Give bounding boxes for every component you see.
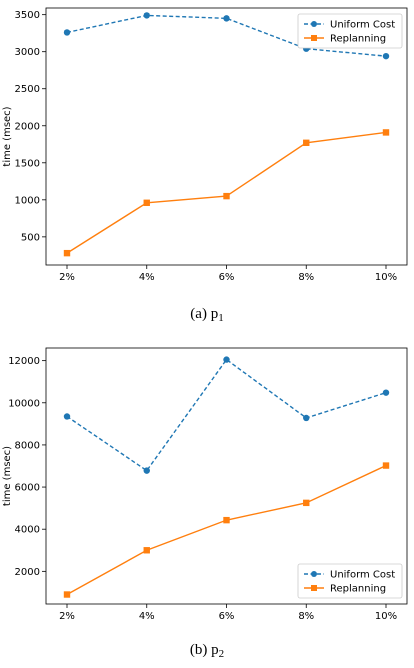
y-tick-label: 2500	[15, 84, 40, 95]
data-point-0	[382, 52, 390, 60]
data-point-1	[63, 591, 71, 598]
legend-label: Replanning	[330, 584, 386, 595]
x-tick-label: 8%	[298, 272, 314, 283]
y-tick-label: 2000	[15, 567, 40, 578]
y-tick-label: 1500	[15, 158, 40, 169]
data-point-1	[382, 462, 390, 469]
legend-box	[297, 563, 403, 599]
data-point-0	[63, 413, 71, 420]
x-tick-label: 2%	[59, 272, 75, 283]
data-point-0	[223, 356, 230, 363]
data-point-0	[382, 389, 390, 396]
y-tick-label: 2000	[15, 121, 40, 132]
data-point-0	[223, 15, 230, 22]
x-tick-label: 6%	[219, 272, 235, 283]
data-point-1	[382, 129, 390, 136]
legend-label: Uniform Cost	[330, 20, 395, 31]
y-tick-label: 6000	[15, 483, 40, 494]
legend-marker	[311, 585, 317, 591]
y-tick-label: 3500	[15, 10, 40, 21]
data-point-1	[223, 192, 230, 200]
y-tick-label: 1000	[15, 195, 40, 206]
y-axis-label: time (msec)	[2, 106, 13, 166]
data-point-1	[143, 547, 150, 554]
data-point-0	[143, 467, 150, 474]
y-tick-label: 12000	[8, 356, 40, 367]
legend-box	[297, 13, 403, 49]
data-point-1	[223, 516, 230, 524]
data-point-1	[303, 499, 310, 507]
legend-marker	[311, 21, 317, 27]
data-point-0	[303, 414, 310, 422]
x-tick-label: 2%	[59, 611, 75, 622]
y-tick-label: 10000	[8, 398, 40, 409]
data-point-0	[63, 29, 71, 36]
data-point-1	[143, 199, 150, 206]
chart-p2: 2000 4000 6000 8000 10000 12000 2% 4% 6% 8% 10% tim…	[2, 347, 408, 660]
y-tick-label: 500	[21, 232, 40, 243]
series-line-0	[66, 358, 387, 472]
data-point-1	[63, 249, 71, 257]
series-line-1	[66, 131, 387, 254]
y-tick-label: 4000	[15, 525, 40, 536]
legend-marker	[311, 571, 317, 577]
chart-caption: (a) p1	[190, 306, 223, 324]
legend-label: Replanning	[330, 34, 386, 45]
chart-caption: (b) p2	[190, 642, 224, 660]
y-axis-label: time (msec)	[2, 446, 13, 506]
data-point-0	[143, 12, 150, 19]
x-tick-label: 6%	[219, 611, 235, 622]
x-tick-label: 10%	[375, 272, 397, 283]
x-tick-label: 10%	[375, 611, 397, 622]
x-tick-label: 4%	[139, 611, 155, 622]
legend-label: Uniform Cost	[330, 570, 395, 581]
x-tick-label: 4%	[139, 272, 155, 283]
x-tick-label: 8%	[298, 611, 314, 622]
legend-marker	[311, 35, 317, 41]
chart-p1: 500 1000 1500 2000 2500 3000 3500 2% 4% 6% 8% 10% ti…	[2, 7, 408, 324]
data-point-1	[303, 139, 310, 146]
y-tick-label: 3000	[15, 47, 40, 58]
series-line-0	[66, 14, 387, 57]
y-tick-label: 8000	[15, 440, 40, 451]
